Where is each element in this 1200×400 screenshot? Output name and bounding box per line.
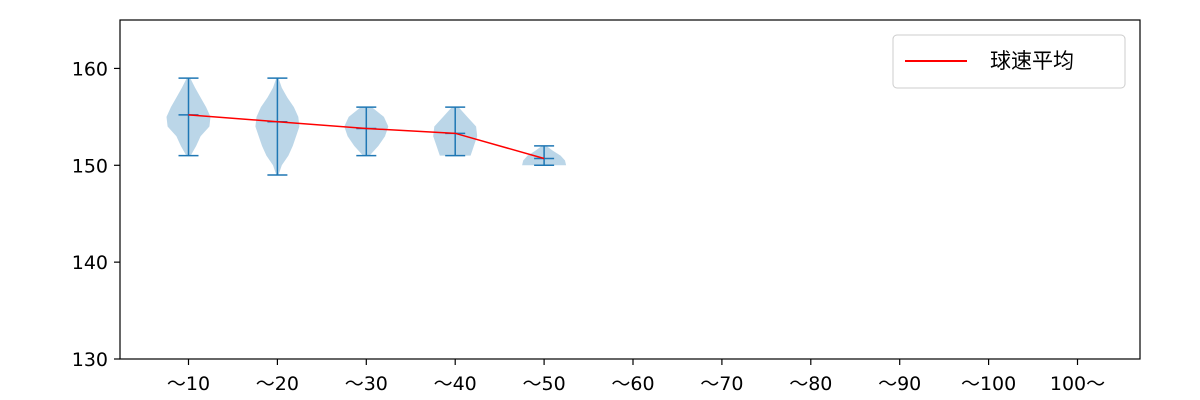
y-tick-label: 150 — [72, 155, 108, 177]
legend-box — [892, 34, 1126, 89]
mean-series-line — [188, 114, 545, 160]
plot-frame — [119, 19, 1141, 360]
legend: 球速平均 — [892, 34, 1126, 89]
x-tick-label: 100〜 — [1050, 373, 1105, 395]
x-tick-label: 〜90 — [878, 373, 921, 395]
y-tick-label: 160 — [72, 58, 108, 80]
y-tick-label: 140 — [72, 252, 108, 274]
mean-line-layer — [188, 114, 545, 160]
x-tick-label: 〜20 — [256, 373, 299, 395]
x-tick-label: 〜30 — [345, 373, 388, 395]
y-axis: 130 140 150 160 — [72, 58, 120, 371]
x-tick-label: 〜60 — [611, 373, 654, 395]
violin-layer — [166, 77, 567, 176]
x-tick-label: 〜10 — [167, 373, 210, 395]
x-axis: 〜10 〜20 〜30 〜40 〜50 〜60 〜70 〜80 〜90 〜100 100〜 — [167, 359, 1105, 395]
x-tick-label: 〜80 — [789, 373, 832, 395]
x-tick-label: 〜50 — [523, 373, 566, 395]
x-tick-label: 〜40 — [434, 373, 477, 395]
y-tick-label: 130 — [72, 349, 108, 371]
x-tick-label: 〜70 — [700, 373, 743, 395]
legend-label: 球速平均 — [990, 49, 1074, 73]
x-tick-label: 〜100 — [961, 373, 1016, 395]
